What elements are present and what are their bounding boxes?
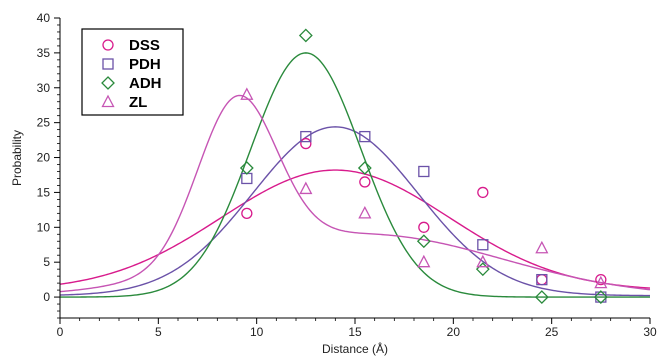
legend-box — [81, 28, 184, 116]
fit-curve-pdh — [59, 126, 651, 297]
legend-marker-zl — [101, 94, 115, 108]
data-point-dss — [477, 186, 489, 199]
legend-marker-pdh — [102, 58, 114, 70]
x-tick-label: 15 — [348, 325, 362, 339]
legend-label-adh: ADH — [129, 75, 162, 92]
data-point-zl — [535, 240, 549, 254]
x-tick-label: 25 — [545, 325, 559, 339]
legend-label-dss: DSS — [129, 37, 160, 54]
fit-curves — [59, 52, 651, 298]
legend-label-pdh: PDH — [129, 56, 161, 73]
data-point-zl — [476, 254, 490, 268]
y-tick-label: 10 — [37, 220, 51, 234]
y-tick-label: 20 — [37, 151, 51, 165]
data-points — [239, 28, 608, 304]
data-point-dss — [536, 273, 548, 286]
data-point-adh — [534, 290, 549, 304]
data-point-pdh — [595, 291, 607, 303]
y-tick-label: 5 — [43, 255, 50, 269]
y-axis-label: Probability — [10, 130, 24, 186]
data-point-adh — [593, 290, 608, 304]
data-point-dss — [418, 221, 430, 233]
data-point-adh — [357, 161, 372, 175]
data-point-zl — [240, 87, 254, 100]
data-point-adh — [416, 234, 431, 249]
y-tick-label: 25 — [37, 116, 51, 130]
x-tick-label: 0 — [57, 325, 64, 339]
x-tick-label: 5 — [155, 325, 162, 339]
y-tick-label: 30 — [37, 81, 51, 95]
data-point-pdh — [418, 165, 430, 178]
data-point-zl — [594, 275, 608, 289]
y-tick-label: 15 — [37, 185, 51, 199]
data-point-pdh — [241, 172, 253, 185]
data-point-zl — [299, 181, 313, 195]
fit-curve-zl — [59, 94, 651, 293]
legend-marker-dss — [102, 39, 114, 51]
legend-label-zl: ZL — [129, 94, 147, 111]
data-point-dss — [300, 137, 312, 150]
x-tick-label: 20 — [447, 325, 461, 339]
x-tick-label: 30 — [643, 325, 657, 339]
y-tick-label: 40 — [37, 11, 51, 25]
data-point-pdh — [359, 130, 371, 143]
x-tick-label: 10 — [250, 325, 264, 339]
data-point-dss — [241, 207, 253, 219]
data-point-zl — [358, 205, 372, 219]
data-point-pdh — [300, 130, 312, 143]
fit-curve-adh — [60, 52, 650, 298]
data-point-pdh — [536, 273, 548, 286]
data-point-zl — [417, 254, 431, 268]
y-tick-label: 0 — [43, 290, 50, 304]
data-point-pdh — [477, 239, 489, 251]
x-axis-label: Distance (Å) — [322, 341, 388, 356]
data-point-adh — [298, 28, 313, 43]
legend: DSS PDH ADH ZL — [81, 28, 184, 116]
axes: 0 5 10 15 20 25 30 35 40 0 5 10 15 20 25 30 — [37, 11, 657, 339]
legend-marker-adh — [101, 76, 115, 90]
data-point-adh — [239, 161, 254, 175]
y-tick-label: 35 — [37, 46, 51, 60]
fit-curve-dss — [59, 169, 651, 289]
data-point-dss — [359, 176, 371, 188]
data-point-dss — [595, 273, 607, 286]
